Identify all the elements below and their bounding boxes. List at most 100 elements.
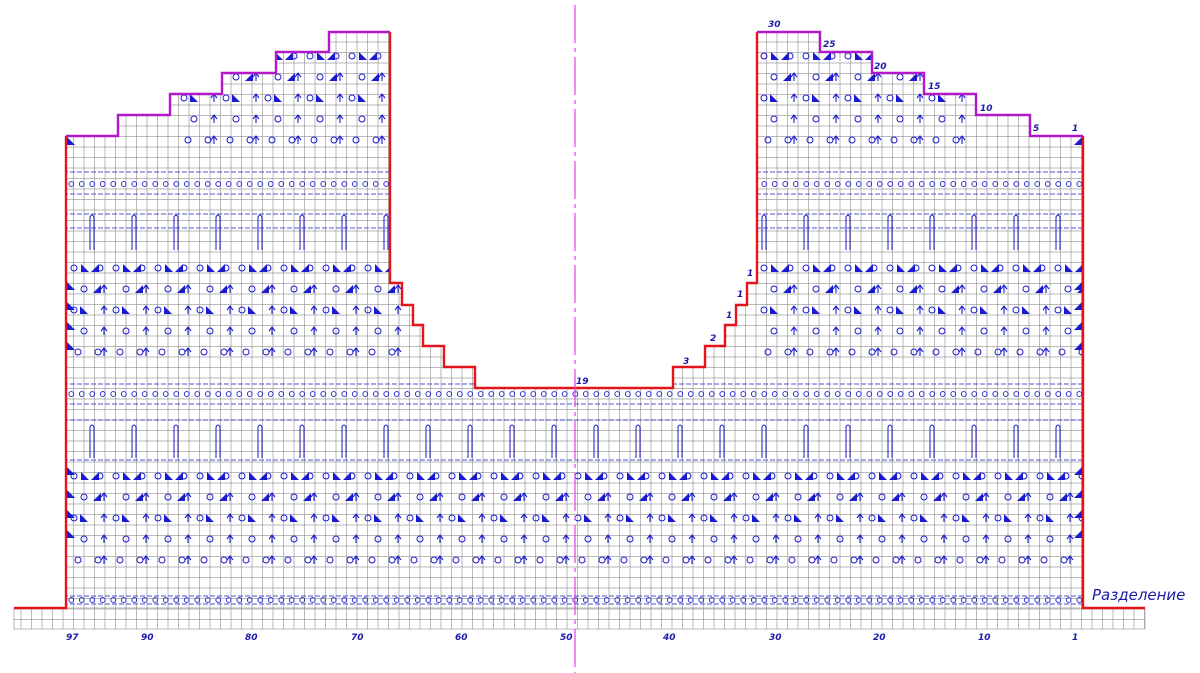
centered-decrease-arrow-icon [142,555,150,564]
yarn-over-circle-icon [299,181,306,187]
yarn-over-circle-icon [928,306,936,314]
yarn-over-circle-icon [532,472,540,480]
yarn-over-circle-icon [1002,181,1009,187]
decrease-triangle-icon [164,514,172,522]
shoulder-step-label: 10 [980,104,993,114]
yarn-over-circle-icon [248,493,256,501]
decrease-triangle-icon [1074,530,1082,538]
decrease-triangle-icon [723,493,731,501]
yarn-over-circle-icon [99,391,106,397]
yarn-over-circle-icon [1002,597,1009,603]
yarn-over-circle-icon [704,556,712,564]
yarn-over-circle-icon [1012,264,1020,272]
yarn-over-circle-icon [173,597,180,603]
axis-label: 80 [245,633,258,643]
yarn-over-circle-icon [112,472,120,480]
centered-decrease-arrow-icon [310,555,318,564]
cable-loop-icon [971,424,977,458]
centered-decrease-arrow-icon [184,347,192,356]
yarn-over-circle-icon [267,181,274,187]
decrease-triangle-icon [807,493,815,501]
decrease-triangle-icon [973,472,981,480]
yarn-over-circle-icon [1034,391,1041,397]
yarn-over-circle-icon [855,597,862,603]
yarn-over-circle-icon [812,327,820,335]
yarn-over-circle-icon [1004,535,1012,543]
decrease-triangle-icon [770,94,778,102]
decrease-triangle-icon [165,472,173,480]
cable-loop-icon [341,424,347,458]
yarn-over-circle-icon [614,597,621,603]
yarn-over-circle-icon [887,391,894,397]
yarn-over-circle-icon [154,472,162,480]
centered-decrease-arrow-icon [958,284,966,293]
yarn-over-circle-icon [196,264,204,272]
yarn-over-circle-icon [206,285,214,293]
centered-decrease-arrow-icon [1066,492,1074,501]
yarn-over-circle-icon [278,391,285,397]
cable-loop-icon [257,214,263,250]
yarn-over-circle-icon [299,597,306,603]
centered-decrease-arrow-icon [226,492,234,501]
decrease-triangle-icon [770,306,778,314]
yarn-over-circle-icon [99,597,106,603]
centered-decrease-arrow-icon [310,326,318,335]
decrease-triangle-icon [290,306,298,314]
decrease-triangle-icon [637,472,645,480]
cable-loop-icon [929,214,935,250]
yarn-over-circle-icon [488,597,495,603]
cable-loop-icon [425,424,431,458]
yarn-over-circle-icon [792,391,799,397]
yarn-over-circle-icon [1103,557,1109,563]
yarn-over-circle-icon [1046,535,1054,543]
axis-label: 1 [1072,633,1078,643]
yarn-over-circle-icon [404,181,411,187]
yarn-over-circle-icon [624,181,631,187]
decrease-triangle-icon [177,285,185,293]
yarn-over-circle-icon [845,597,852,603]
cable-loop-icon [425,214,431,250]
yarn-over-circle-icon [845,181,852,187]
yarn-over-circle-icon [530,391,537,397]
decrease-triangle-icon [1074,342,1082,350]
decrease-triangle-icon [458,514,466,522]
decrease-triangle-icon [501,472,509,480]
decrease-triangle-icon [243,52,251,60]
yarn-over-circle-icon [1036,472,1044,480]
yarn-over-circle-icon [154,306,162,314]
cable-loop-icon [299,214,305,250]
yarn-over-circle-icon [666,391,673,397]
yarn-over-circle-icon [120,181,127,187]
yarn-over-circle-icon [729,597,736,603]
yarn-over-circle-icon [1023,597,1030,603]
decrease-triangle-icon [359,52,367,60]
cable-loop-icon [551,424,557,458]
yarn-over-circle-icon [358,73,366,81]
decrease-triangle-icon [597,493,605,501]
yarn-over-circle-icon [116,556,124,564]
yarn-over-circle-icon [152,597,159,603]
yarn-over-circle-icon [616,472,624,480]
neck-step-label: 2 [710,334,716,344]
decrease-triangle-icon [285,52,293,60]
yarn-over-circle-icon [770,327,778,335]
decrease-triangle-icon [1023,264,1031,272]
centered-decrease-arrow-icon [142,513,150,522]
yarn-over-circle-icon [190,73,198,81]
decrease-triangle-icon [345,493,353,501]
yarn-over-circle-icon [490,514,498,522]
decrease-triangle-icon [91,472,99,480]
yarn-over-circle-icon [784,514,792,522]
centered-decrease-arrow-icon [646,555,654,564]
centered-decrease-arrow-icon [100,305,108,314]
centered-decrease-arrow-icon [184,555,192,564]
yarn-over-circle-icon [782,597,789,603]
yarn-over-circle-icon [708,181,715,187]
yarn-over-circle-icon [740,597,747,603]
yarn-over-circle-icon [341,391,348,397]
yarn-over-circle-icon [824,597,831,603]
yarn-over-circle-icon [1016,348,1024,356]
shoulder-step-label: 5 [1033,124,1039,134]
yarn-over-circle-icon [952,472,960,480]
yarn-over-circle-icon [238,514,246,522]
